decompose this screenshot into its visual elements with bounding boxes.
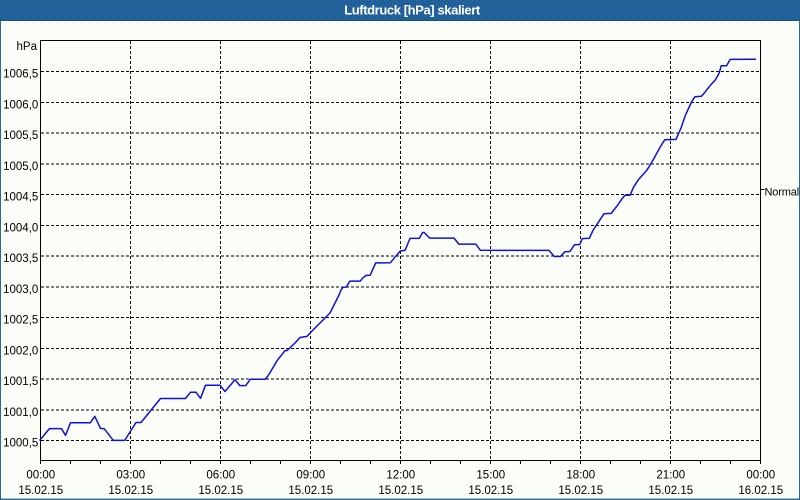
svg-text:15.02.15: 15.02.15 xyxy=(198,485,243,497)
svg-text:Luftdruck [hPa] skaliert: Luftdruck [hPa] skaliert xyxy=(344,3,481,18)
svg-text:1004,5: 1004,5 xyxy=(3,192,38,204)
svg-text:03:00: 03:00 xyxy=(116,469,145,481)
svg-text:15.02.15: 15.02.15 xyxy=(468,485,513,497)
svg-text:1006,5: 1006,5 xyxy=(3,69,38,81)
svg-text:00:00: 00:00 xyxy=(746,469,775,481)
svg-text:1002,0: 1002,0 xyxy=(3,345,38,357)
svg-text:06:00: 06:00 xyxy=(206,469,235,481)
svg-text:1006,0: 1006,0 xyxy=(3,99,38,111)
svg-text:12:00: 12:00 xyxy=(386,469,415,481)
svg-text:1001,0: 1001,0 xyxy=(3,407,38,419)
svg-text:15.02.15: 15.02.15 xyxy=(18,485,63,497)
svg-text:21:00: 21:00 xyxy=(656,469,685,481)
svg-text:1001,5: 1001,5 xyxy=(3,376,38,388)
svg-text:18:00: 18:00 xyxy=(566,469,595,481)
svg-text:16.02.15: 16.02.15 xyxy=(738,485,783,497)
svg-text:15.02.15: 15.02.15 xyxy=(108,485,153,497)
svg-text:1005,0: 1005,0 xyxy=(3,161,38,173)
svg-text:15:00: 15:00 xyxy=(476,469,505,481)
svg-text:09:00: 09:00 xyxy=(296,469,325,481)
svg-text:Normal: Normal xyxy=(765,187,800,199)
svg-text:1000,5: 1000,5 xyxy=(3,438,38,450)
svg-text:1003,0: 1003,0 xyxy=(3,284,38,296)
svg-text:15.02.15: 15.02.15 xyxy=(378,485,423,497)
svg-text:15.02.15: 15.02.15 xyxy=(558,485,603,497)
svg-text:1002,5: 1002,5 xyxy=(3,315,38,327)
svg-text:1005,5: 1005,5 xyxy=(3,130,38,142)
svg-text:1003,5: 1003,5 xyxy=(3,253,38,265)
svg-text:00:00: 00:00 xyxy=(26,469,55,481)
svg-text:15.02.15: 15.02.15 xyxy=(288,485,333,497)
svg-text:15.02.15: 15.02.15 xyxy=(648,485,693,497)
svg-text:1004,0: 1004,0 xyxy=(3,222,38,234)
svg-text:hPa: hPa xyxy=(17,41,38,53)
